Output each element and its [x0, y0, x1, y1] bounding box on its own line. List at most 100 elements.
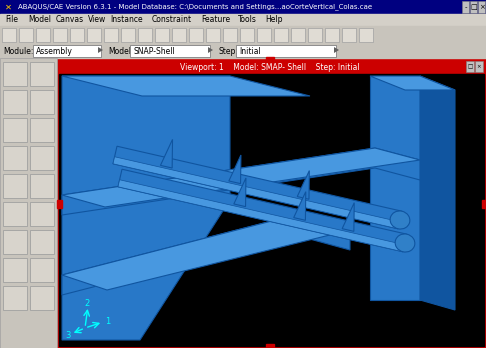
Text: Constraint: Constraint: [152, 16, 191, 24]
Polygon shape: [118, 169, 407, 252]
Bar: [19, 28, 33, 42]
Bar: [189, 28, 203, 42]
Bar: [291, 28, 305, 42]
Bar: [223, 28, 237, 42]
Bar: [274, 28, 288, 42]
Text: □: □: [470, 4, 477, 10]
Bar: [3, 118, 27, 142]
Bar: [475, 61, 483, 72]
Ellipse shape: [390, 211, 410, 229]
Text: Help: Help: [265, 16, 283, 24]
Text: ×: ×: [477, 64, 481, 70]
Polygon shape: [294, 192, 306, 220]
Bar: [172, 28, 186, 42]
Bar: [2, 28, 16, 42]
Bar: [3, 286, 27, 310]
Polygon shape: [62, 148, 420, 215]
Polygon shape: [370, 76, 420, 300]
Bar: [342, 28, 356, 42]
Bar: [33, 45, 101, 57]
Polygon shape: [342, 203, 354, 231]
Bar: [30, 174, 54, 198]
Polygon shape: [208, 47, 213, 53]
Text: Assembly: Assembly: [36, 47, 73, 55]
Text: Model:: Model:: [108, 47, 134, 55]
Bar: [57, 200, 62, 208]
Bar: [130, 45, 210, 57]
Bar: [482, 200, 486, 208]
Polygon shape: [334, 47, 339, 53]
Polygon shape: [62, 215, 350, 295]
Polygon shape: [62, 215, 350, 290]
Polygon shape: [98, 47, 103, 53]
Bar: [466, 61, 474, 72]
Bar: [70, 28, 84, 42]
Text: View: View: [87, 16, 106, 24]
Bar: [53, 28, 67, 42]
Bar: [0, 0, 486, 14]
Bar: [30, 118, 54, 142]
Text: Module:: Module:: [3, 47, 34, 55]
Bar: [138, 28, 152, 42]
Bar: [121, 28, 135, 42]
Text: Step:: Step:: [218, 47, 238, 55]
Bar: [30, 62, 54, 86]
Polygon shape: [113, 157, 399, 229]
Bar: [59, 60, 484, 74]
Bar: [266, 344, 274, 348]
Bar: [30, 146, 54, 170]
Text: 2: 2: [85, 299, 89, 308]
Bar: [30, 258, 54, 282]
Bar: [3, 202, 27, 226]
Bar: [57, 58, 486, 348]
Text: 1: 1: [105, 316, 110, 325]
Bar: [3, 146, 27, 170]
Bar: [308, 28, 322, 42]
Bar: [3, 258, 27, 282]
Bar: [236, 45, 336, 57]
Polygon shape: [118, 180, 405, 252]
Polygon shape: [370, 76, 455, 90]
Bar: [87, 28, 101, 42]
Text: ABAQUS/CAE Version 6.3.1 - Model Database: C:\Documents and Settings...aoCorteVe: ABAQUS/CAE Version 6.3.1 - Model Databas…: [18, 3, 372, 10]
Polygon shape: [420, 76, 455, 310]
Text: ×: ×: [479, 4, 485, 10]
Text: Feature: Feature: [202, 16, 231, 24]
Bar: [30, 202, 54, 226]
Bar: [359, 28, 373, 42]
Polygon shape: [62, 76, 310, 96]
Bar: [257, 28, 271, 42]
Polygon shape: [229, 155, 241, 184]
Bar: [478, 1, 485, 13]
Bar: [0, 14, 486, 26]
Bar: [3, 62, 27, 86]
Text: -: -: [464, 4, 467, 10]
Bar: [0, 58, 57, 348]
Bar: [59, 74, 484, 346]
Bar: [3, 90, 27, 114]
Text: □: □: [468, 64, 472, 70]
Polygon shape: [62, 148, 420, 207]
Bar: [30, 90, 54, 114]
Bar: [3, 230, 27, 254]
Text: SNAP-Shell: SNAP-Shell: [133, 47, 175, 55]
Text: Viewport: 1    Model: SMAP- Shell    Step: Initial: Viewport: 1 Model: SMAP- Shell Step: Ini…: [180, 63, 360, 71]
Text: ✕: ✕: [5, 2, 12, 11]
Polygon shape: [160, 140, 173, 168]
Ellipse shape: [395, 234, 415, 252]
Polygon shape: [62, 76, 230, 340]
Text: File: File: [5, 16, 18, 24]
Bar: [206, 28, 220, 42]
Bar: [104, 28, 118, 42]
Bar: [155, 28, 169, 42]
Text: Canvas: Canvas: [55, 16, 84, 24]
Text: Instance: Instance: [110, 16, 143, 24]
Polygon shape: [297, 171, 309, 199]
Polygon shape: [234, 178, 246, 207]
Text: Initial: Initial: [239, 47, 261, 55]
Bar: [240, 28, 254, 42]
Bar: [0, 26, 486, 44]
Bar: [470, 1, 477, 13]
Bar: [462, 1, 469, 13]
Text: 3: 3: [65, 332, 70, 340]
